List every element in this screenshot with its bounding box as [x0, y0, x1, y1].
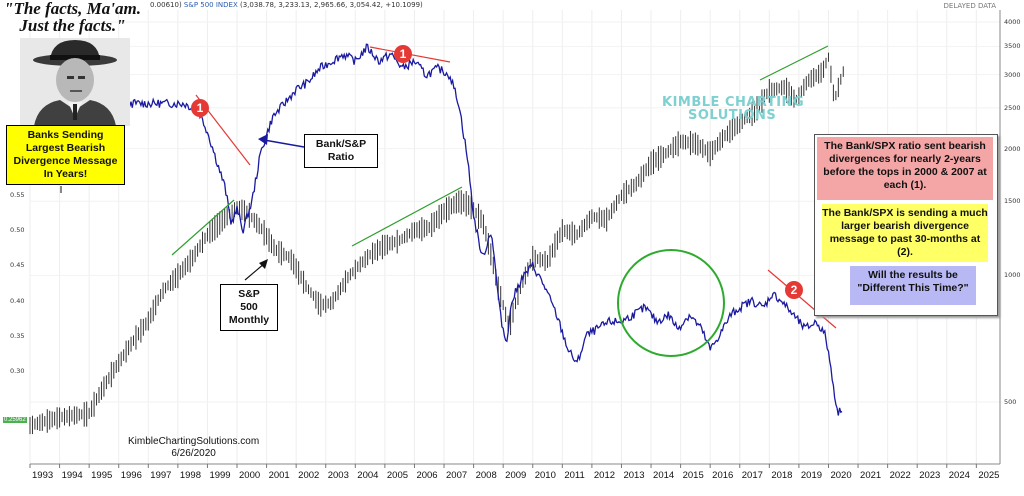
commentary-yellow: The Bank/SPX is sending a much larger be…: [822, 204, 988, 262]
x-tick-label: 2022: [889, 470, 911, 481]
spx-trend-1999: [171, 199, 235, 256]
right-tick-label: 4000: [1004, 18, 1021, 26]
consolidation-circle: [617, 249, 725, 357]
x-tick-label: 2001: [268, 470, 290, 481]
banks-callout: Banks Sending Largest Bearish Divergence…: [6, 125, 125, 185]
x-tick-label: 2021: [860, 470, 882, 481]
last-value-tag: 0.25962: [3, 417, 27, 423]
spx-arrow: [244, 262, 266, 281]
x-tick-label: 2009: [505, 470, 527, 481]
x-tick-label: 2015: [682, 470, 704, 481]
x-tick-label: 2012: [593, 470, 616, 481]
left-tick-label: 0.45: [10, 261, 25, 270]
arrows: [60, 134, 305, 281]
right-tick-label: 3000: [1004, 70, 1021, 79]
x-tick-label: 2013: [623, 470, 645, 481]
header-index-text: 0.00610): [150, 1, 182, 9]
x-tick-label: 1995: [91, 470, 113, 481]
x-tick-label: 1996: [120, 470, 142, 481]
commentary-blue: Will the results be "Different This Time…: [850, 266, 976, 305]
spx-trend-2007: [351, 186, 463, 247]
x-tick-label: 2023: [919, 470, 941, 481]
right-tick-label: 500: [1004, 398, 1017, 406]
x-tick-label: 2003: [327, 470, 349, 481]
ratio-series: [29, 43, 843, 416]
x-tick-label: 2002: [298, 470, 320, 481]
x-tick-label: 2011: [564, 470, 585, 481]
left-tick-label: 0.30: [10, 367, 25, 375]
x-tick-label: 1999: [209, 470, 231, 481]
spx-label-line-3: Monthly: [228, 314, 270, 326]
x-tick-label: 1997: [150, 470, 172, 481]
ratio-arrowhead: [258, 134, 268, 145]
left-tick-label: 0.50: [10, 226, 25, 235]
right-tick-label: 2500: [1004, 103, 1021, 112]
right-tick-label: 3500: [1004, 42, 1021, 51]
delayed-data-label: DELAYED DATA: [943, 2, 996, 10]
portrait-photo: [20, 38, 130, 126]
spx-trend-2019: [759, 45, 829, 81]
x-tick-label: 2020: [830, 470, 852, 481]
left-tick-label: 0.35: [10, 331, 25, 340]
watermark-line-2: SOLUTIONS: [688, 108, 777, 123]
quote-line-2: Just the facts.": [19, 16, 126, 35]
ratio-line: [29, 43, 843, 416]
spx-label: S&P 500 Monthly: [220, 284, 278, 331]
divergence-badge-1-left: 1: [191, 99, 209, 117]
x-tick-label: 2008: [475, 470, 497, 481]
left-tick-label: 0.55: [10, 191, 25, 199]
quote-line-1: "The facts, Ma'am.: [4, 0, 141, 18]
right-tick-label: 2000: [1004, 144, 1021, 153]
x-tick-label: 2017: [741, 470, 763, 481]
ratio-arrow: [263, 139, 305, 148]
x-tick-label: 2019: [800, 470, 823, 481]
x-tick-label: 2004: [357, 470, 379, 481]
x-tick-label: 2010: [534, 470, 556, 481]
spx-arrowhead: [259, 259, 268, 269]
header-spx-values: (3,038.78, 3,233.13, 2,965.66, 3,054.42,…: [240, 1, 423, 9]
x-tick-label: 1993: [32, 470, 54, 481]
commentary-red: The Bank/SPX ratio sent bearish divergen…: [817, 137, 993, 200]
credit-site: KimbleChartingSolutions.com: [128, 436, 260, 447]
x-axis: [29, 10, 1001, 468]
right-tick-label: 1500: [1004, 197, 1021, 206]
x-tick-label: 2014: [653, 470, 675, 481]
x-tick-label: 2018: [771, 470, 793, 481]
x-tick-label: 2000: [239, 470, 261, 481]
header-spx-name: S&P 500 INDEX: [183, 1, 238, 9]
quote-text: "The facts, Ma'am. Just the facts.": [0, 0, 145, 34]
credit-date: 6/26/2020: [171, 448, 216, 459]
right-tick-label: 1000: [1004, 271, 1021, 280]
ratio-label-line-2: Ratio: [327, 151, 355, 163]
divergence-badge-2: 2: [785, 281, 803, 299]
chart-header: 0.00610) S&P 500 INDEX (3,038.78, 3,233.…: [150, 1, 423, 9]
x-tick-label: 2025: [978, 470, 1000, 481]
watermark: KIMBLE CHARTING SOLUTIONS: [662, 96, 804, 122]
ratio-label: Bank/S&P Ratio: [304, 134, 378, 168]
divergence-trendlines: [171, 45, 837, 357]
spx-label-line-2: 500: [240, 301, 258, 313]
spx-label-line-1: S&P: [238, 288, 260, 300]
x-tick-label: 2016: [712, 470, 734, 481]
x-tick-label: 1998: [179, 470, 201, 481]
ratio-label-line-1: Bank/S&P: [315, 138, 367, 150]
x-tick-label: 2006: [416, 470, 438, 481]
x-tick-label: 2024: [948, 470, 970, 481]
x-tick-label: 2005: [386, 470, 409, 481]
credit: KimbleChartingSolutions.com 6/26/2020: [128, 436, 259, 460]
x-tick-label: 2007: [446, 470, 468, 481]
ratio-divergence-2019: [767, 269, 837, 329]
x-tick-label: 1994: [61, 470, 83, 481]
divergence-badge-1-right: 1: [394, 45, 412, 63]
watermark-line-1: KIMBLE CHARTING: [662, 95, 805, 110]
spx-series: [29, 52, 844, 435]
left-tick-label: 0.40: [10, 296, 25, 305]
